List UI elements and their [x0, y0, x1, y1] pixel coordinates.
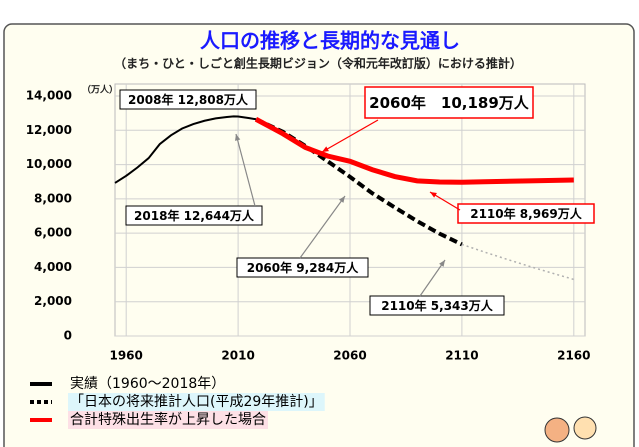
annotation: 2060年 10,189万人 — [369, 94, 530, 112]
chart-subtitle: （まち・ひと・しごと創生長期ビジョン（令和元年改訂版）における推計） — [114, 56, 522, 71]
y-tick-label: 12,000 — [26, 123, 72, 137]
y-unit: （万人） — [82, 84, 118, 96]
legend-label: 合計特殊出生率が上昇した場合 — [70, 411, 266, 428]
y-tick-label: 6,000 — [34, 226, 72, 240]
annotation: 2110年 5,343万人 — [381, 298, 494, 313]
annotation: 2110年 8,969万人 — [470, 206, 583, 221]
y-tick-label: 2,000 — [34, 294, 72, 308]
y-tick-label: 8,000 — [34, 191, 72, 205]
legend-label: 「日本の将来推計人口(平成29年推計)」 — [70, 394, 323, 410]
annotation: 2008年 12,808万人 — [128, 92, 249, 107]
y-tick-label: 0 — [64, 329, 72, 343]
annotation: 2060年 9,284万人 — [247, 260, 360, 275]
x-tick-label: 2060 — [333, 349, 366, 363]
legend-label: 実績（1960～2018年） — [70, 376, 225, 392]
x-tick-label: 2160 — [557, 349, 590, 363]
y-tick-label: 14,000 — [26, 89, 72, 103]
chart-title: 人口の推移と長期的な見通し — [200, 29, 460, 53]
x-tick-label: 1960 — [109, 349, 142, 363]
y-tick-label: 4,000 — [34, 260, 72, 274]
x-tick-label: 2110 — [445, 349, 478, 363]
x-tick-label: 2010 — [221, 349, 254, 363]
y-tick-label: 10,000 — [26, 157, 72, 171]
chart: 人口の推移と長期的な見通し （まち・ひと・しごと創生長期ビジョン（令和元年改訂版… — [0, 0, 639, 447]
annotation: 2018年 12,644万人 — [134, 208, 255, 223]
